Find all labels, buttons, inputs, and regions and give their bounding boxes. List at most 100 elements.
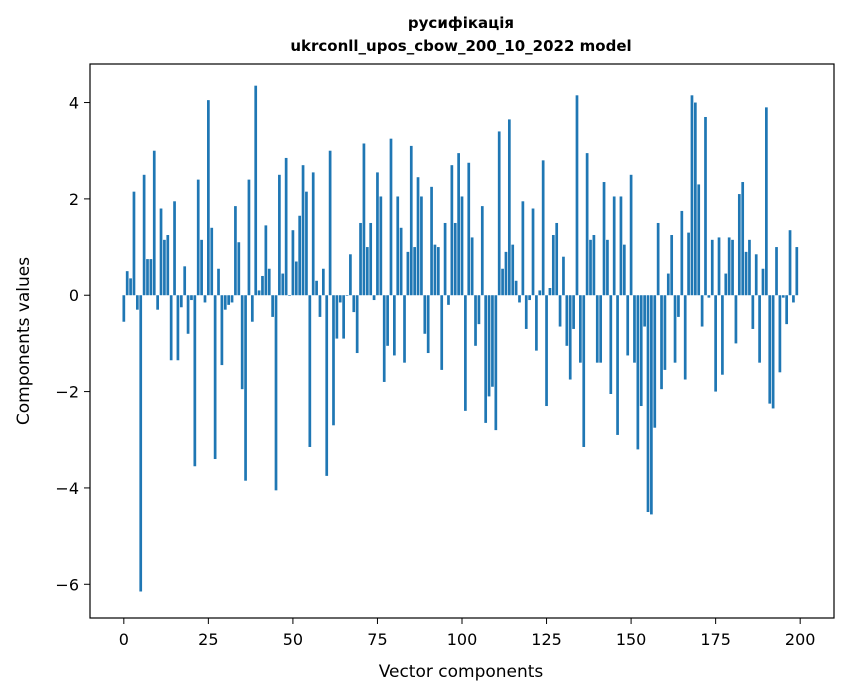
y-tick-label: 0 xyxy=(69,286,79,305)
bar xyxy=(176,295,180,361)
bar xyxy=(538,290,542,296)
bar xyxy=(616,295,619,435)
bar xyxy=(156,295,159,310)
bar xyxy=(748,239,751,296)
bar xyxy=(501,268,504,296)
bar xyxy=(234,206,237,296)
bar xyxy=(457,153,460,296)
chart-subtitle: ukrconll_upos_cbow_200_10_2022 model xyxy=(290,37,631,55)
bar xyxy=(792,295,795,303)
bar xyxy=(379,196,383,296)
title-group: русифікація ukrconll_upos_cbow_200_10_20… xyxy=(290,14,631,55)
bar xyxy=(656,222,660,296)
bar xyxy=(349,254,352,296)
bar xyxy=(731,239,734,296)
bar xyxy=(139,295,143,592)
bar xyxy=(393,295,396,356)
bar xyxy=(545,295,548,407)
bar xyxy=(146,259,149,296)
y-tick-label: 4 xyxy=(69,94,79,113)
y-tick-label: −2 xyxy=(55,383,79,402)
bar xyxy=(518,295,521,303)
bar xyxy=(359,222,362,296)
bar xyxy=(426,295,430,354)
bar xyxy=(267,268,271,296)
bar xyxy=(436,247,440,296)
bar xyxy=(352,295,356,313)
bar xyxy=(406,251,410,296)
bar xyxy=(166,235,170,296)
bar xyxy=(460,196,464,296)
bar xyxy=(484,295,488,423)
bar xyxy=(788,230,792,296)
bar xyxy=(207,100,210,296)
bar xyxy=(467,162,471,296)
bar xyxy=(200,239,203,296)
bar xyxy=(497,131,501,296)
bar xyxy=(332,295,335,426)
bar xyxy=(190,295,193,301)
bar xyxy=(626,295,630,356)
bar xyxy=(470,237,474,296)
bar xyxy=(399,227,403,296)
bar xyxy=(474,295,477,346)
x-axis: 0 25 50 75 100 125 150 175 200 xyxy=(119,618,815,649)
bar xyxy=(768,295,772,404)
bar xyxy=(464,295,467,411)
bar xyxy=(244,295,247,481)
bar xyxy=(595,295,599,363)
bar xyxy=(765,107,768,296)
y-axis-label: Components values xyxy=(14,257,34,425)
bar xyxy=(423,295,427,334)
bar xyxy=(572,295,575,329)
bar xyxy=(551,235,555,296)
bar xyxy=(650,295,653,515)
bar xyxy=(318,295,322,317)
bar xyxy=(325,295,329,476)
bar xyxy=(575,95,579,296)
x-axis-label: Vector components xyxy=(379,662,544,682)
bar xyxy=(203,295,207,303)
bar xyxy=(666,273,670,296)
bar xyxy=(754,254,758,296)
bar xyxy=(372,295,376,301)
bar xyxy=(264,225,268,296)
bar xyxy=(704,116,707,296)
bar xyxy=(653,295,657,428)
bar xyxy=(592,235,596,296)
bar xyxy=(636,295,640,450)
bar xyxy=(129,278,132,296)
bar xyxy=(541,160,545,296)
bar xyxy=(443,222,447,296)
bar xyxy=(737,194,741,296)
bar xyxy=(589,239,592,296)
bar xyxy=(643,295,646,327)
bar xyxy=(413,247,417,296)
bar xyxy=(687,232,690,296)
bar xyxy=(315,280,318,296)
bar xyxy=(680,210,684,296)
bar xyxy=(278,174,281,296)
bar xyxy=(450,165,454,296)
bar xyxy=(480,206,484,296)
bar xyxy=(535,295,538,351)
bar xyxy=(660,295,663,390)
bar xyxy=(487,295,491,397)
bar xyxy=(416,177,420,296)
bar xyxy=(305,191,308,296)
bar xyxy=(220,295,224,366)
bar xyxy=(785,295,789,325)
bar xyxy=(521,201,525,296)
bar xyxy=(396,196,400,296)
bar xyxy=(568,295,572,380)
bar xyxy=(531,208,535,296)
bar xyxy=(778,295,782,373)
bar xyxy=(217,268,220,296)
bar xyxy=(362,143,366,296)
bar xyxy=(227,295,231,305)
bar xyxy=(558,295,562,327)
bar xyxy=(274,295,278,491)
bar xyxy=(281,273,285,296)
bar xyxy=(741,182,745,296)
bar xyxy=(504,251,508,296)
